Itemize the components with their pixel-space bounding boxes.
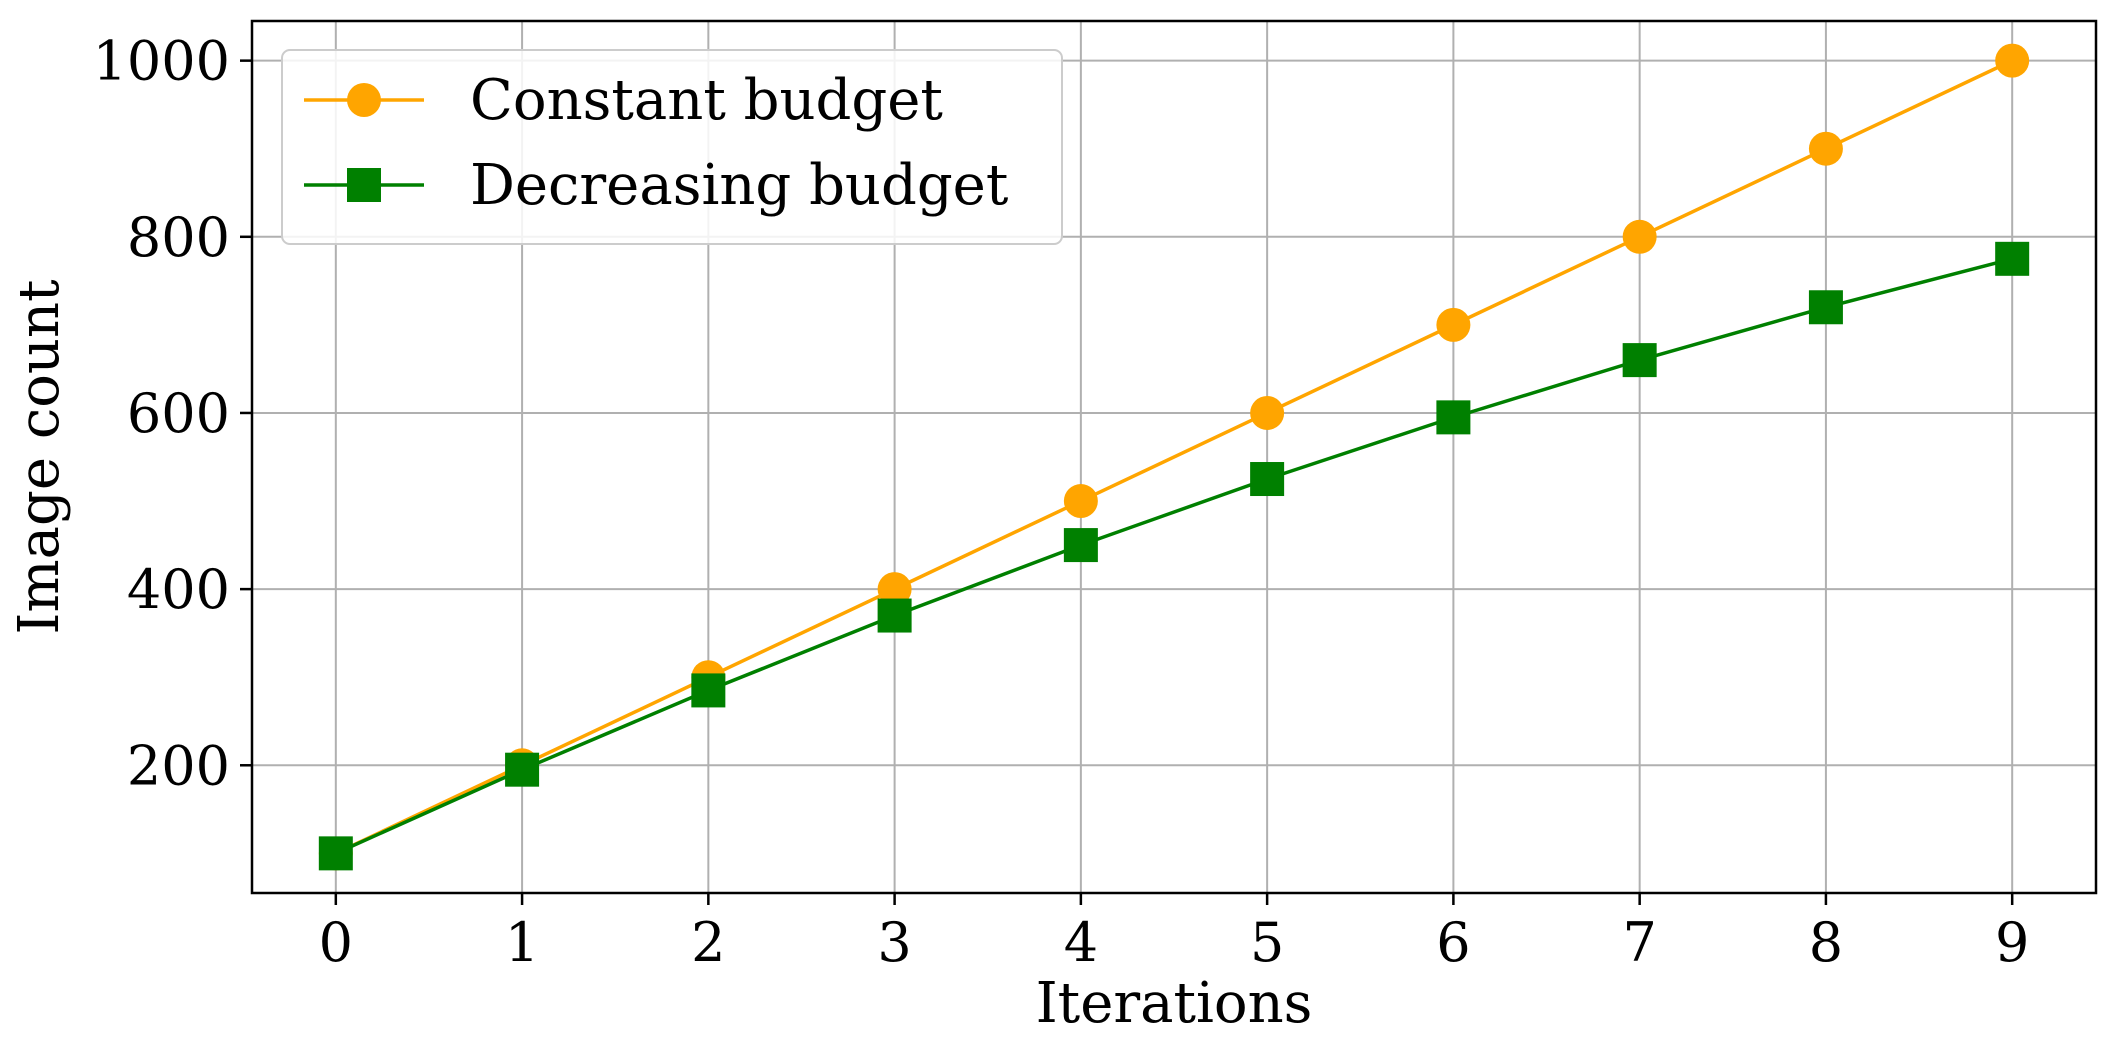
data-point-constant-budget [1063,484,1098,519]
y-tick-label: 800 [127,206,230,269]
y-tick-label: 200 [127,734,230,797]
y-tick-label: 600 [127,382,230,445]
data-point-decreasing-budget [1808,290,1843,325]
data-point-decreasing-budget [1063,528,1098,563]
data-point-constant-budget [1436,307,1471,342]
legend-label-constant-budget: Constant budget [470,68,943,133]
legend-marker-constant-budget [347,83,381,117]
data-point-decreasing-budget [877,598,912,633]
data-point-decreasing-budget [691,673,726,708]
x-tick-label: 0 [319,911,353,974]
legend-marker-decreasing-budget [347,168,381,202]
x-tick-label: 2 [691,911,725,974]
x-tick-label: 4 [1064,911,1098,974]
x-tick-label: 1 [505,911,539,974]
x-tick-label: 5 [1250,911,1284,974]
y-tick-label: 1000 [93,30,230,93]
x-axis-label: Iterations [1036,971,1313,1036]
legend-label-decreasing-budget: Decreasing budget [470,153,1009,218]
data-point-constant-budget [1250,395,1285,430]
plot-frame [250,19,2098,895]
x-tick-label: 9 [1995,911,2029,974]
data-point-decreasing-budget [1436,400,1471,435]
data-point-constant-budget [1808,131,1843,166]
data-point-decreasing-budget [318,836,353,871]
x-tick-label: 6 [1436,911,1470,974]
legend-entry-constant-budget: Constant budget [304,68,943,133]
x-tick-label: 7 [1622,911,1656,974]
data-point-constant-budget [877,572,912,607]
data-point-decreasing-budget [1250,462,1285,497]
series-line-constant-budget [335,59,2013,855]
data-point-decreasing-budget [1995,241,2030,276]
data-point-constant-budget [1622,219,1657,254]
legend: Constant budget Decreasing budget [281,49,1063,245]
data-point-decreasing-budget [1622,343,1657,378]
ticks-layer: 0 1 2 3 4 5 6 7 8 9 200 400 600 800 1000 [93,30,2030,974]
series-line-decreasing-budget [335,257,2013,855]
data-point-decreasing-budget [505,752,540,787]
x-tick-label: 8 [1809,911,1843,974]
data-point-constant-budget [1995,43,2030,78]
x-tick-label: 3 [877,911,911,974]
legend-box [281,49,1063,245]
y-axis-label: Image count [7,279,72,635]
legend-entry-decreasing-budget: Decreasing budget [304,153,1009,218]
series-layer [318,43,2030,871]
y-tick-label: 400 [127,558,230,621]
